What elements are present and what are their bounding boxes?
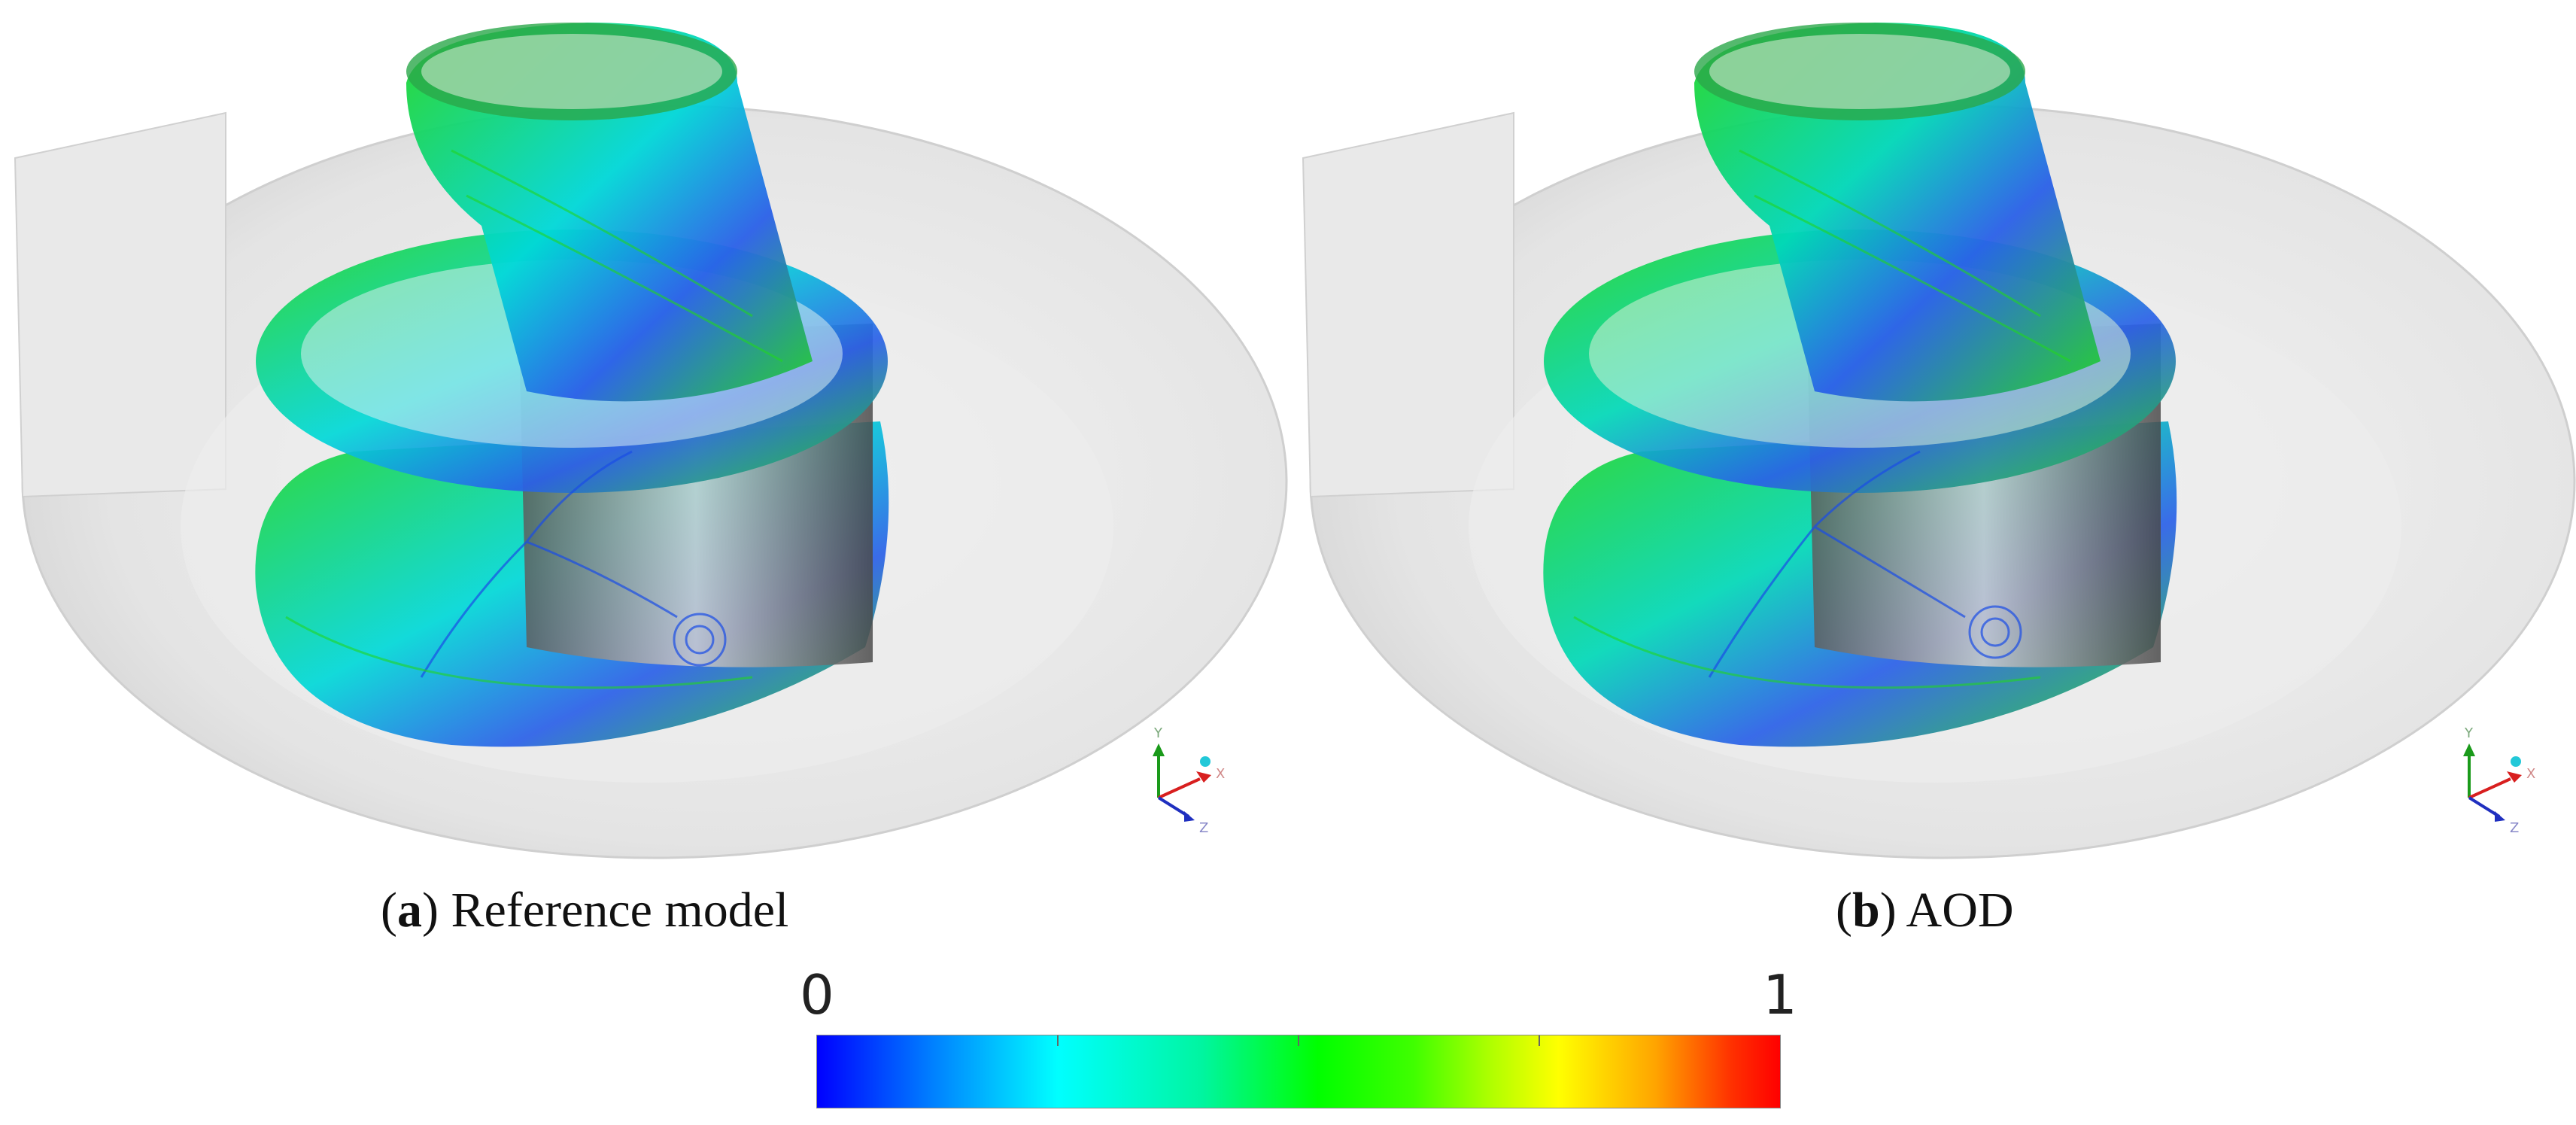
streamline-render-b: Y X Z — [1302, 23, 2576, 859]
colorbar-gradient — [816, 1035, 1781, 1108]
caption-b: (b) AOD — [1836, 883, 2014, 938]
caption-a: (a) Reference model — [381, 883, 789, 938]
caption-a-letter: a — [396, 883, 422, 938]
colorbar-max-label: 1 — [1763, 963, 1797, 1026]
colorbar-tick — [1057, 1035, 1059, 1046]
panel-a-render: Y X Z — [0, 0, 1288, 865]
caption-a-label: Reference model — [451, 883, 789, 938]
axis-label-x: X — [2526, 766, 2535, 782]
colorbar: 0 1 — [800, 963, 1797, 1114]
colorbar-tick — [1539, 1035, 1540, 1046]
inlet-pipe — [14, 111, 226, 498]
draft-tube — [406, 23, 813, 402]
caption-b-letter: b — [1852, 883, 1880, 938]
axis-label-y: Y — [1153, 725, 1163, 741]
colorbar-min-label: 0 — [800, 963, 834, 1026]
axis-label-z: Z — [1199, 820, 1208, 836]
axis-label-y: Y — [2464, 725, 2474, 741]
panel-b-render: Y X Z — [1288, 0, 2576, 865]
axis-label-z: Z — [2510, 820, 2519, 836]
colorbar-tick — [1298, 1035, 1299, 1046]
caption-b-label: AOD — [1906, 883, 2014, 938]
axis-label-x: X — [1216, 766, 1225, 782]
streamline-render-a: Y X Z — [14, 23, 1288, 859]
axis-triad: Y X Z — [1153, 725, 1225, 836]
